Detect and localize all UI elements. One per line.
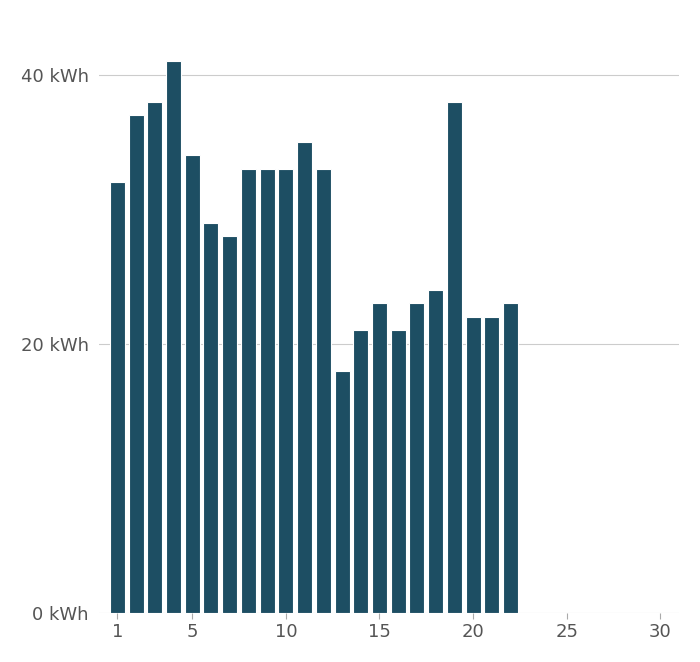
Bar — [466, 317, 481, 613]
Bar — [166, 61, 181, 613]
Bar — [222, 236, 237, 613]
Bar — [297, 142, 312, 613]
Bar — [129, 115, 144, 613]
Bar — [503, 303, 518, 613]
Bar — [335, 371, 349, 613]
Bar — [241, 169, 256, 613]
Bar — [147, 101, 162, 613]
Bar — [391, 330, 406, 613]
Bar — [354, 330, 368, 613]
Bar — [260, 169, 274, 613]
Bar — [185, 156, 200, 613]
Bar — [428, 290, 443, 613]
Bar — [372, 303, 387, 613]
Bar — [410, 303, 424, 613]
Bar — [110, 182, 125, 613]
Bar — [316, 169, 331, 613]
Bar — [279, 169, 293, 613]
Bar — [447, 101, 462, 613]
Bar — [484, 317, 499, 613]
Bar — [204, 222, 218, 613]
